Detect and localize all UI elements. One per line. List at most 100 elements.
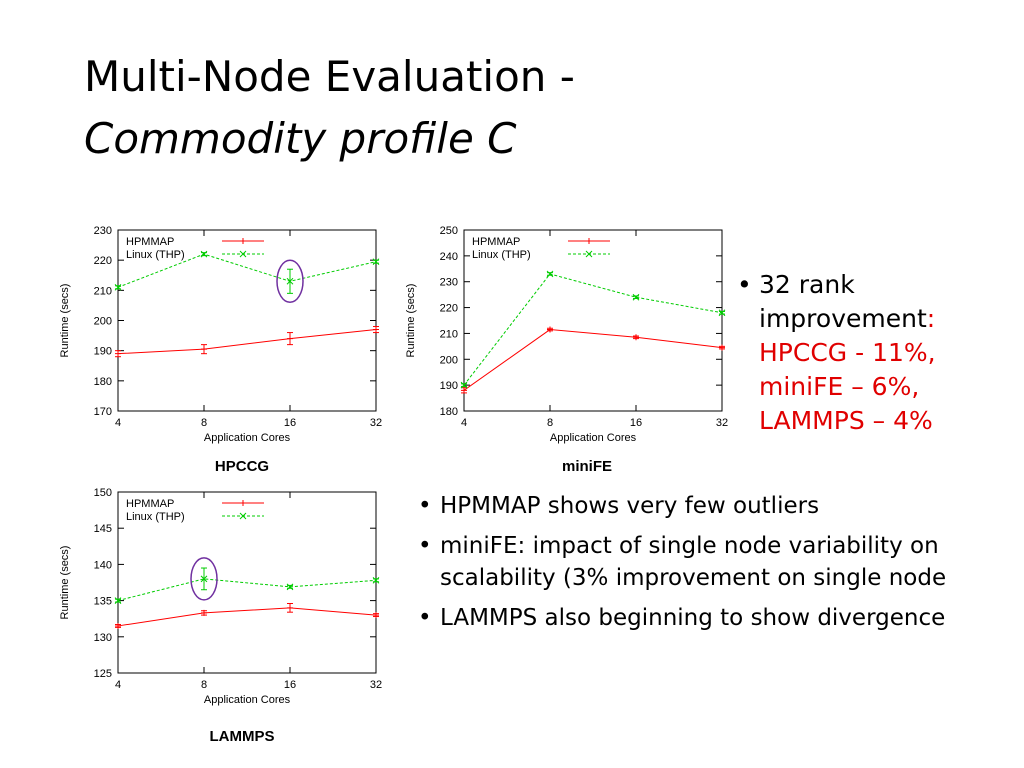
plot-frame — [117, 491, 377, 674]
y-tick-label: 125 — [94, 668, 112, 680]
y-tick-label: 140 — [94, 559, 112, 571]
observation-item: • LAMMPS also beginning to show divergen… — [418, 602, 1018, 634]
y-tick-label: 145 — [94, 523, 112, 535]
x-tick-label: 4 — [461, 417, 467, 429]
data-point — [287, 335, 293, 342]
data-point — [461, 387, 467, 394]
minife-plot: 180 190 200 210 220 230 240 250 4 8 16 32 Applicatio… — [405, 225, 728, 444]
bullet-icon: • — [418, 493, 432, 519]
observation-text: HPMMAP shows very few outliers — [440, 493, 820, 519]
y-tick-label: 190 — [94, 346, 112, 358]
data-point — [547, 326, 553, 333]
legend-marker — [585, 250, 593, 258]
data-point — [719, 344, 725, 351]
legend-marker — [240, 238, 246, 244]
minife-caption: miniFE — [561, 458, 612, 475]
slide-title-line2: Commodity profile C — [84, 114, 517, 163]
lammps-caption: LAMMPS — [209, 728, 275, 745]
slide-title: Multi-Node Evaluation - Commodity profil… — [84, 46, 575, 170]
hpccg-improvement: HPCCG - 11%, — [759, 338, 936, 367]
rank-improvement-colon: : — [926, 304, 936, 333]
legend-label: Linux (THP) — [126, 511, 185, 523]
series-line-hpmmap — [463, 329, 723, 391]
lammps-plot: 125 130 135 140 145 150 4 8 16 32 Application Core… — [59, 487, 382, 706]
y-tick-label: 210 — [94, 285, 112, 297]
bullet-icon: • — [418, 533, 432, 559]
data-point — [373, 612, 379, 619]
series-line-linux-thp — [117, 253, 377, 288]
x-tick-label: 16 — [284, 417, 296, 429]
legend-marker — [239, 250, 247, 258]
lammps-chart: 125 130 135 140 145 150 4 8 16 32 Application Core… — [50, 484, 390, 720]
data-point — [201, 346, 207, 353]
x-axis-label: Application Cores — [204, 432, 291, 444]
rank-improvement-lead: 32 rank improvement — [759, 270, 927, 333]
rank-improvement-bullets: • 32 rank improvement: HPCCG - 11%, mini… — [737, 268, 1007, 438]
legend-label: Linux (THP) — [126, 249, 185, 261]
x-axis-label: Application Cores — [550, 432, 637, 444]
data-point — [546, 270, 554, 278]
x-tick-label: 8 — [201, 417, 207, 429]
data-point — [372, 576, 380, 584]
highlight-ellipse — [190, 557, 218, 601]
observation-text: miniFE: impact of single node variabilit… — [440, 533, 947, 591]
observation-text: LAMMPS also beginning to show divergence — [440, 605, 946, 631]
legend-label: HPMMAP — [472, 236, 520, 248]
y-tick-label: 130 — [94, 632, 112, 644]
data-point — [115, 350, 121, 357]
hpccg-caption: HPCCG — [214, 458, 270, 475]
data-point — [372, 258, 380, 266]
series-line-hpmmap — [117, 607, 377, 627]
legend-marker — [240, 500, 246, 506]
data-point — [633, 334, 639, 341]
data-point — [287, 604, 293, 611]
x-axis-label: Application Cores — [204, 694, 291, 706]
y-tick-label: 180 — [94, 376, 112, 388]
y-tick-label: 240 — [440, 251, 458, 263]
y-tick-label: 250 — [440, 225, 458, 237]
data-point — [201, 609, 207, 616]
y-tick-label: 150 — [94, 487, 112, 499]
data-point — [286, 277, 294, 285]
hpccg-chart: 170 180 190 200 210 220 230 4 8 16 32 Application C… — [50, 222, 390, 458]
observation-bullets: • HPMMAP shows very few outliers • miniF… — [418, 490, 1018, 642]
data-point — [114, 597, 122, 604]
y-tick-label: 200 — [440, 354, 458, 366]
data-point — [115, 622, 121, 629]
y-tick-label: 210 — [440, 328, 458, 340]
series-line-linux-thp — [463, 273, 723, 386]
x-tick-label: 16 — [630, 417, 642, 429]
minife-chart: 180 190 200 210 220 230 240 250 4 8 16 32 Applicatio… — [396, 222, 736, 458]
x-tick-label: 32 — [716, 417, 728, 429]
data-point — [286, 583, 294, 591]
bullet-icon: • — [418, 605, 432, 631]
data-point — [373, 326, 379, 333]
series-line-linux-thp — [117, 578, 377, 602]
observation-item: • HPMMAP shows very few outliers — [418, 490, 1018, 522]
y-tick-label: 135 — [94, 596, 112, 608]
data-point — [718, 309, 726, 317]
y-tick-label: 230 — [440, 277, 458, 289]
data-point — [114, 283, 122, 291]
legend-marker — [586, 238, 592, 244]
rank-improvement-item: • 32 rank improvement: HPCCG - 11%, mini… — [737, 268, 1007, 438]
slide-title-line1: Multi-Node Evaluation - — [84, 52, 575, 101]
y-tick-label: 230 — [94, 225, 112, 237]
y-axis-label: Runtime (secs) — [405, 284, 417, 358]
x-tick-label: 4 — [115, 417, 121, 429]
y-axis-label: Runtime (secs) — [59, 284, 71, 358]
y-tick-label: 190 — [440, 380, 458, 392]
highlight-ellipse — [276, 259, 304, 304]
legend-label: Linux (THP) — [472, 249, 531, 261]
plot-frame — [463, 229, 723, 412]
series-line-hpmmap — [117, 329, 377, 355]
hpccg-plot: 170 180 190 200 210 220 230 4 8 16 32 Application C… — [59, 225, 382, 444]
y-axis-label: Runtime (secs) — [59, 546, 71, 620]
bullet-icon: • — [737, 270, 752, 299]
data-point — [460, 381, 468, 389]
x-tick-label: 4 — [115, 679, 121, 691]
x-tick-label: 16 — [284, 679, 296, 691]
x-tick-label: 32 — [370, 679, 382, 691]
legend-label: HPMMAP — [126, 498, 174, 510]
y-tick-label: 200 — [94, 316, 112, 328]
